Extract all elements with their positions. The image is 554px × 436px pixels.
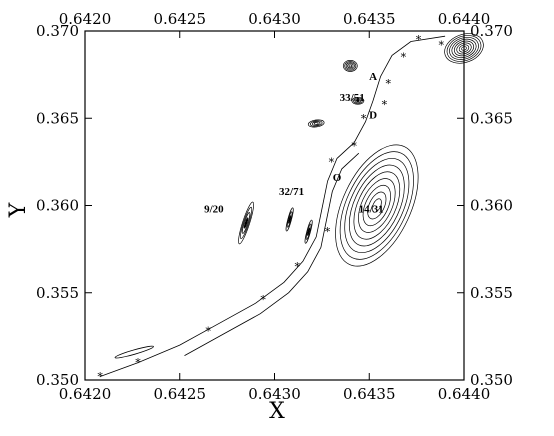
star-marker: * (294, 261, 300, 274)
y-tick-label-left: 0.360 (36, 197, 79, 215)
y-tick-label-right: 0.360 (470, 197, 513, 215)
x-tick-label-top: 0.6425 (154, 10, 207, 28)
x-axis-title: X (269, 399, 285, 424)
star-marker: * (135, 357, 141, 370)
x-tick-label-bottom: 0.6440 (438, 385, 491, 403)
y-tick-label-left: 0.365 (36, 109, 79, 127)
island-14-31 (335, 144, 419, 267)
star-marker: * (401, 51, 407, 64)
orbit-curve-secondary (184, 152, 360, 356)
star-marker: * (97, 371, 103, 384)
island-32-71-b (304, 219, 313, 244)
star-marker: * (416, 34, 422, 47)
y-tick-label-right: 0.355 (470, 284, 513, 302)
annotations: 33/51 A D 32/71 O 9/20 14/31 (204, 71, 384, 216)
x-tick-label-bottom: 0.6420 (59, 385, 112, 403)
y-tick-label-left: 0.370 (36, 22, 79, 40)
annotation-label: D (369, 109, 377, 121)
star-marker: * (205, 325, 211, 338)
y-tick-label-right: 0.350 (470, 371, 513, 389)
star-markers: * * * * * * * * * * * * * * (97, 34, 444, 384)
x-tick-label-top: 0.6435 (343, 10, 396, 28)
x-tick-label-bottom: 0.6430 (248, 385, 301, 403)
star-marker: * (382, 98, 388, 111)
x-tick-label-top: 0.6420 (59, 10, 112, 28)
star-marker: * (260, 294, 266, 307)
island-9-20 (238, 201, 254, 245)
island-upper-small (342, 60, 358, 72)
annotation-label: O (333, 172, 342, 184)
y-tick-label-right: 0.370 (470, 22, 513, 40)
star-marker: * (329, 156, 335, 169)
plot-border (84, 30, 465, 381)
axes-frame (84, 30, 465, 381)
y-tick-label-right: 0.365 (470, 109, 513, 127)
plot-content (100, 33, 484, 377)
island-33-51 (351, 96, 365, 105)
star-marker: * (439, 39, 445, 52)
y-tick-label-left: 0.355 (36, 284, 79, 302)
star-marker: * (325, 226, 331, 239)
orbit-curve (100, 35, 446, 377)
y-axis-title: Y (6, 202, 31, 218)
island-mid-small (307, 119, 325, 128)
annotation-label: 9/20 (204, 203, 224, 215)
island-32-71-a (285, 207, 294, 232)
x-tick-label-top: 0.6430 (248, 10, 301, 28)
annotation-label: 32/71 (279, 186, 304, 198)
axis-ticks: 0.6420 0.6420 0.6425 0.6425 0.6430 0.6430 0.64… (36, 10, 513, 403)
star-marker: * (361, 112, 367, 125)
island-top-right (444, 33, 484, 64)
y-tick-label-left: 0.350 (36, 371, 79, 389)
annotation-label: 33/51 (340, 92, 365, 104)
x-tick-label-top: 0.6440 (438, 10, 491, 28)
x-tick-label-bottom: 0.6435 (343, 385, 396, 403)
star-marker: * (385, 77, 391, 90)
annotation-label: 14/31 (359, 203, 384, 215)
island-small-lowerleft (114, 345, 154, 359)
annotation-label: A (369, 71, 377, 83)
star-marker: * (351, 140, 357, 153)
x-tick-label-bottom: 0.6425 (154, 385, 207, 403)
